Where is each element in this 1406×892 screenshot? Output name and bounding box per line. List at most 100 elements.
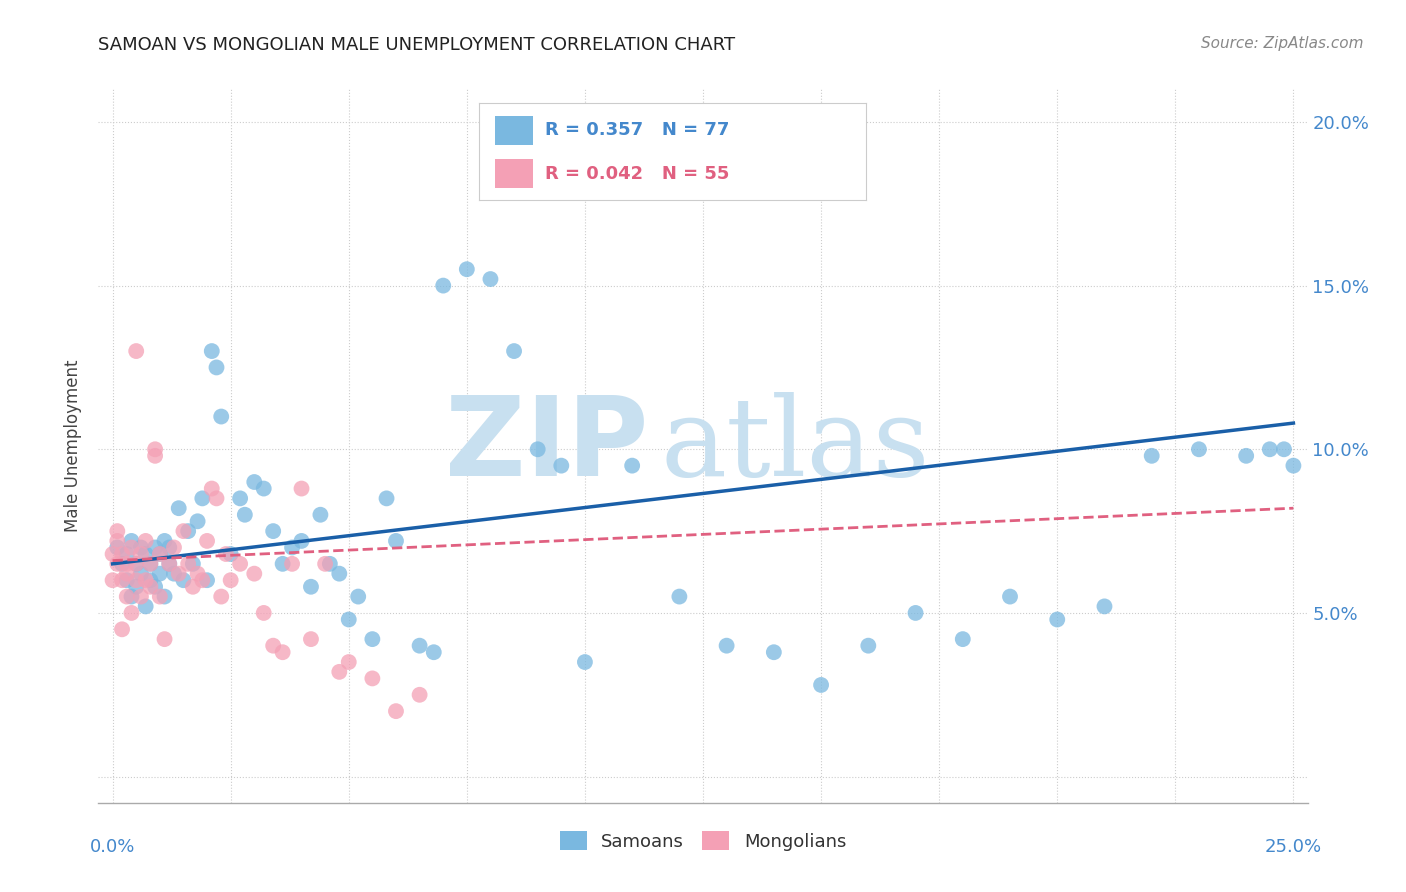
Point	[129, 547, 152, 561]
Point	[904, 606, 927, 620]
Point	[163, 566, 186, 581]
Point	[135, 599, 157, 614]
Point	[1282, 458, 1305, 473]
Point	[503, 344, 526, 359]
Point	[810, 678, 832, 692]
Point	[101, 547, 124, 561]
Point	[187, 566, 209, 581]
Point	[385, 704, 408, 718]
Point	[281, 541, 304, 555]
Point	[135, 533, 157, 548]
Y-axis label: Male Unemployment: Male Unemployment	[65, 359, 83, 533]
Point	[115, 547, 138, 561]
Point	[229, 557, 252, 571]
Point	[105, 533, 128, 548]
Point	[219, 573, 242, 587]
Point	[129, 566, 152, 581]
Point	[191, 573, 214, 587]
Point	[1234, 449, 1257, 463]
Point	[181, 557, 204, 571]
Point	[135, 573, 157, 587]
Point	[139, 557, 162, 571]
Point	[143, 442, 166, 457]
Point	[111, 573, 134, 587]
Point	[209, 590, 232, 604]
Point	[290, 482, 312, 496]
Point	[195, 573, 218, 587]
Point	[361, 632, 384, 647]
Point	[167, 501, 190, 516]
Point	[172, 524, 194, 538]
Point	[105, 524, 128, 538]
Point	[105, 541, 128, 555]
Point	[1094, 599, 1116, 614]
Point	[281, 557, 304, 571]
Point	[328, 566, 350, 581]
Point	[299, 632, 322, 647]
Point	[314, 557, 336, 571]
Point	[1258, 442, 1281, 457]
Point	[125, 580, 148, 594]
Point	[121, 606, 143, 620]
Point	[1140, 449, 1163, 463]
Point	[121, 590, 143, 604]
Point	[101, 573, 124, 587]
Point	[111, 547, 134, 561]
Point	[205, 360, 228, 375]
Point	[201, 482, 224, 496]
Point	[253, 482, 276, 496]
Point	[149, 547, 172, 561]
Point	[998, 590, 1021, 604]
Point	[716, 639, 738, 653]
Point	[1272, 442, 1295, 457]
Point	[135, 547, 157, 561]
Point	[125, 573, 148, 587]
Point	[121, 541, 143, 555]
Point	[195, 533, 218, 548]
Point	[115, 557, 138, 571]
Point	[215, 547, 238, 561]
Point	[187, 514, 209, 528]
Point	[139, 580, 162, 594]
Point	[205, 491, 228, 506]
Point	[129, 590, 152, 604]
Point	[858, 639, 880, 653]
Point	[111, 623, 134, 637]
Text: atlas: atlas	[661, 392, 931, 500]
Point	[290, 533, 312, 548]
Text: ZIP: ZIP	[446, 392, 648, 500]
Point	[177, 557, 200, 571]
Point	[149, 590, 172, 604]
Point	[621, 458, 644, 473]
Point	[385, 533, 408, 548]
Point	[319, 557, 342, 571]
Point	[143, 541, 166, 555]
Point	[157, 557, 180, 571]
Point	[139, 557, 162, 571]
Point	[328, 665, 350, 679]
Point	[167, 566, 190, 581]
Point	[337, 612, 360, 626]
Point	[125, 344, 148, 359]
Point	[271, 557, 294, 571]
Point	[1188, 442, 1211, 457]
Point	[129, 541, 152, 555]
Point	[125, 557, 148, 571]
Point	[408, 688, 430, 702]
Point	[309, 508, 332, 522]
Point	[253, 606, 276, 620]
Point	[157, 557, 180, 571]
Point	[479, 272, 502, 286]
Point	[139, 573, 162, 587]
Point	[125, 557, 148, 571]
Point	[432, 278, 454, 293]
Point	[299, 580, 322, 594]
Point	[375, 491, 398, 506]
Text: 25.0%: 25.0%	[1265, 838, 1322, 855]
Text: Source: ZipAtlas.com: Source: ZipAtlas.com	[1201, 36, 1364, 51]
Point	[1046, 612, 1069, 626]
Point	[209, 409, 232, 424]
Point	[153, 533, 176, 548]
Point	[143, 580, 166, 594]
Point	[229, 491, 252, 506]
